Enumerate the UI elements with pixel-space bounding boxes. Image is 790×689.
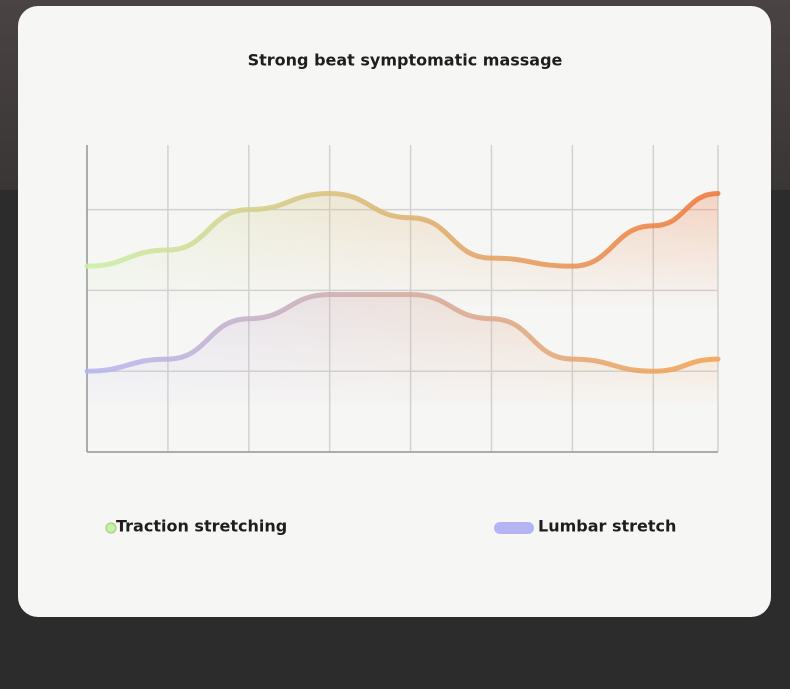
legend-label: Lumbar stretch (538, 517, 676, 536)
series-line (84, 190, 721, 269)
series-area (87, 294, 718, 404)
series-line (84, 291, 721, 374)
chart-title: Strong beat symptomatic massage (248, 51, 563, 70)
legend-swatch (494, 522, 534, 534)
legend-swatch (105, 522, 117, 534)
series-area (87, 193, 718, 323)
legend-label: Traction stretching (116, 517, 287, 536)
